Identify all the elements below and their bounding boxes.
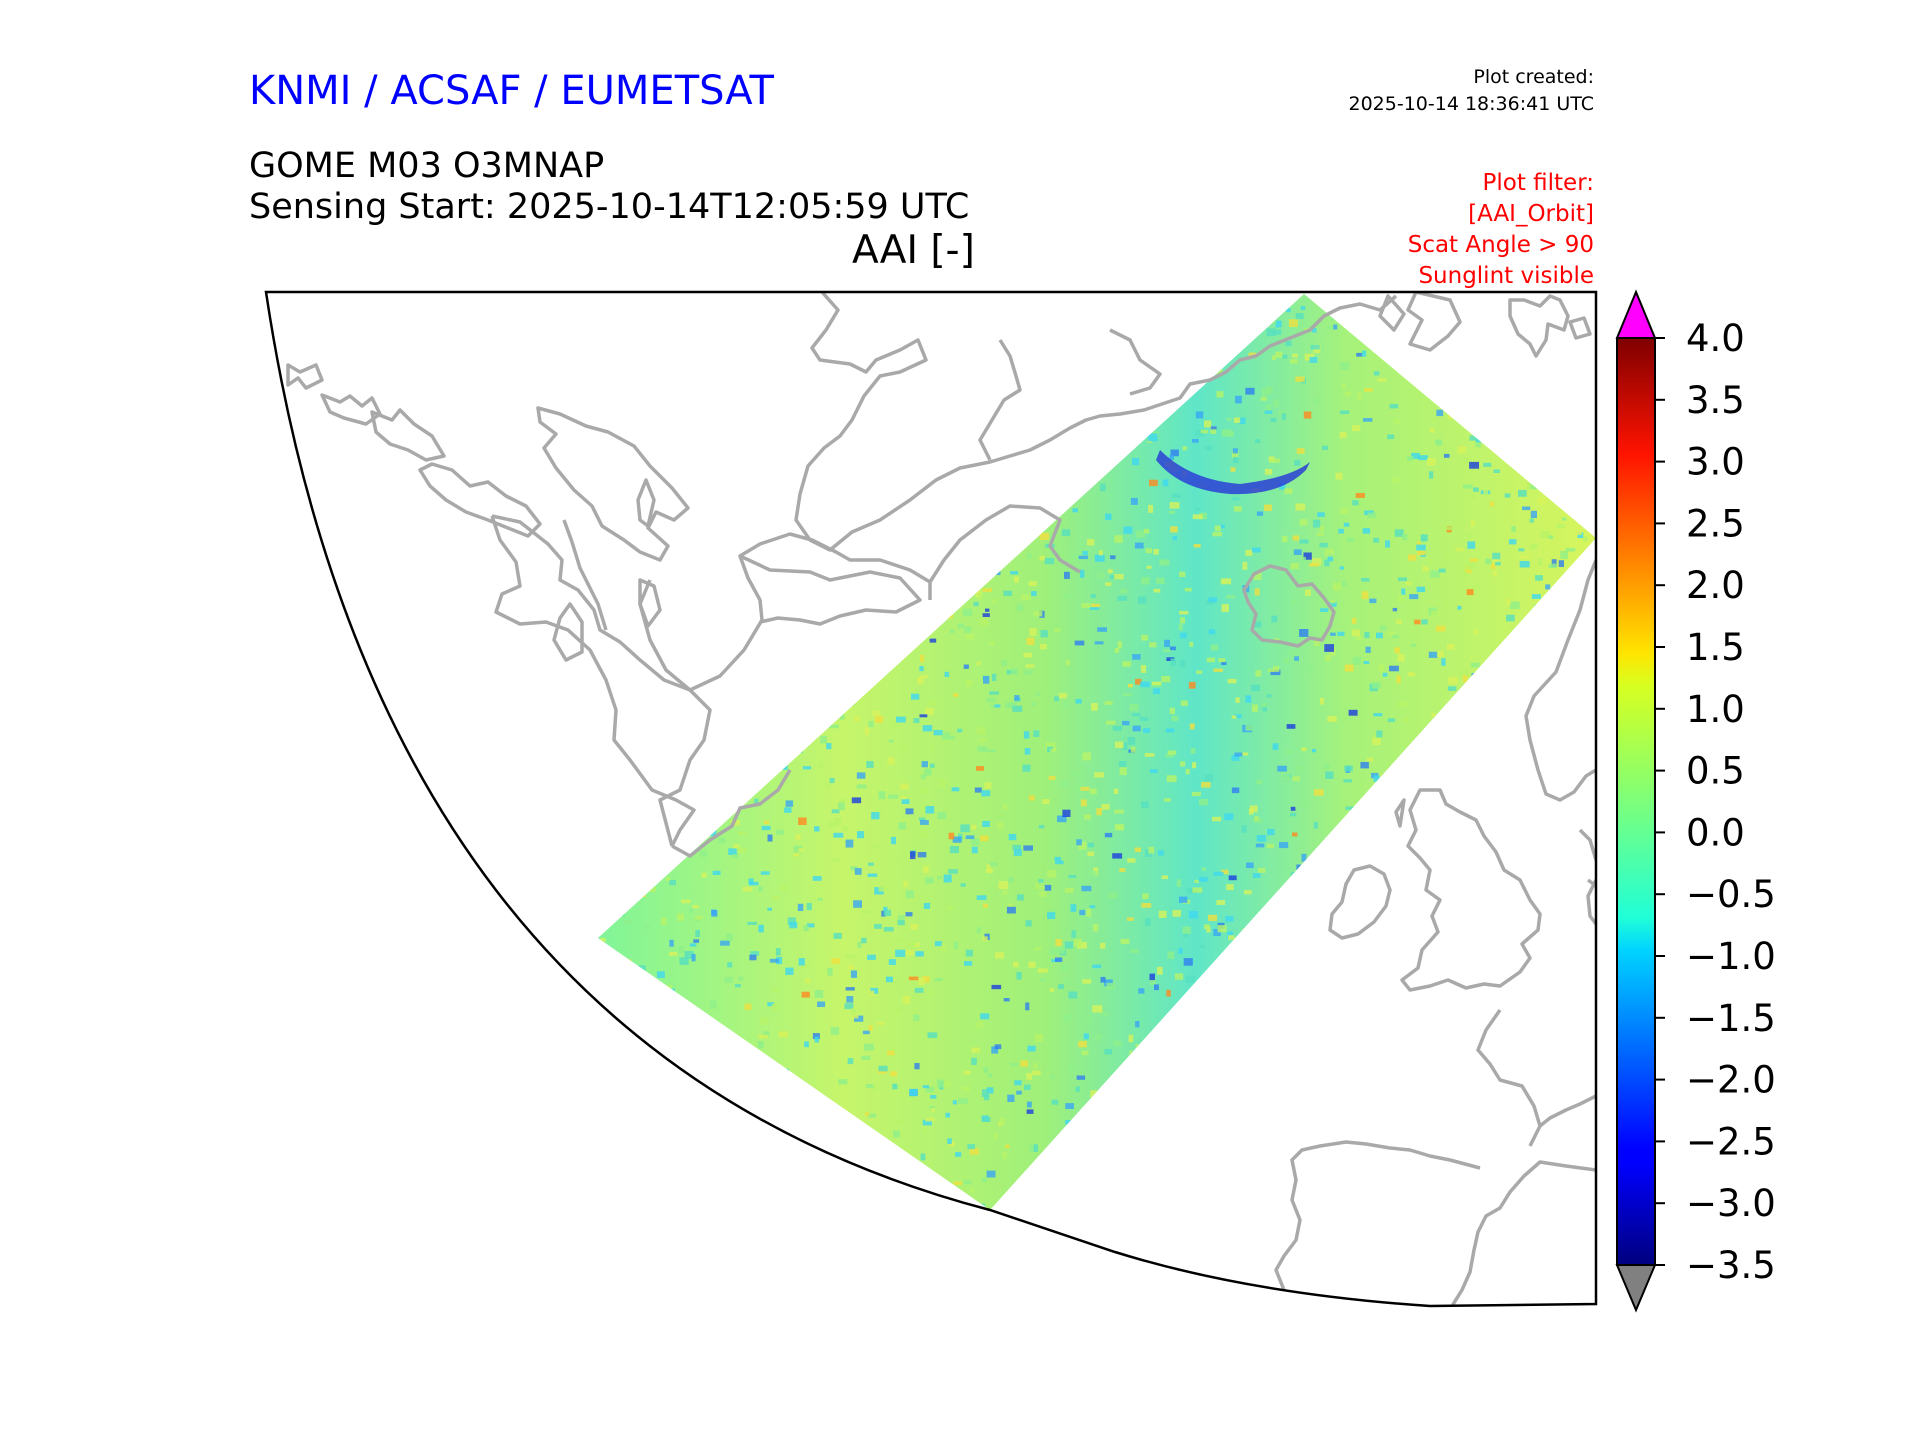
colorbar-tick-label: −0.5 <box>1686 873 1776 916</box>
product-name: GOME M03 O3MNAP <box>249 146 605 186</box>
plot-filter: Plot filter: [AAI_Orbit] Scat Angle > 90… <box>1408 168 1594 292</box>
colorbar-tick-label: −1.0 <box>1686 935 1776 978</box>
map-area <box>286 292 1596 1306</box>
colorbar: 4.0 3.5 3.0 2.5 2.0 1.5 1.0 0.5 0.0 −0.5 −1.0 −1.5 −… <box>1615 289 1776 1313</box>
plot-created: Plot created: 2025-10-14 18:36:41 UTC <box>1349 64 1595 118</box>
plot-filter-line: Scat Angle > 90 <box>1407 232 1594 258</box>
colorbar-under-arrow <box>1615 1264 1657 1313</box>
colorbar-tick-label: 3.0 <box>1686 441 1745 484</box>
colorbar-tick-label: 1.5 <box>1686 626 1745 669</box>
colorbar-tick-label: −2.0 <box>1686 1059 1776 1102</box>
coastlines <box>286 292 1596 1306</box>
plot-created-time: 2025-10-14 18:36:41 UTC <box>1348 93 1595 115</box>
colorbar-tick-label: 0.0 <box>1686 811 1745 854</box>
colorbar-tick-label: 0.5 <box>1686 750 1745 793</box>
colorbar-tick-label: −2.5 <box>1686 1120 1776 1163</box>
plot-created-label: Plot created: <box>1473 66 1594 88</box>
plot-filter-line: Sunglint visible <box>1418 263 1594 289</box>
colorbar-tick-label: −3.5 <box>1686 1244 1776 1287</box>
colorbar-tick-label: 3.5 <box>1686 379 1745 422</box>
plot-filter-label: Plot filter: <box>1482 170 1594 196</box>
aai-swath <box>598 294 1596 1210</box>
colorbar-gradient <box>1617 338 1655 1265</box>
colorbar-tick-label: −1.5 <box>1686 997 1776 1040</box>
colorbar-tick-label: 1.0 <box>1686 688 1745 731</box>
plot-title: AAI [-] <box>852 228 975 273</box>
colorbar-tick-label: 2.5 <box>1686 502 1745 545</box>
colorbar-tick-label: 4.0 <box>1686 317 1745 360</box>
map-frame <box>264 290 1598 1308</box>
colorbar-over-arrow <box>1615 289 1657 339</box>
sensing-start: Sensing Start: 2025-10-14T12:05:59 UTC <box>249 187 970 227</box>
colorbar-tick-label: 2.0 <box>1686 564 1745 607</box>
organisation-title: KNMI / ACSAF / EUMETSAT <box>249 68 774 114</box>
colorbar-tick-label: −3.0 <box>1686 1182 1776 1225</box>
plot-filter-line: [AAI_Orbit] <box>1468 201 1594 227</box>
